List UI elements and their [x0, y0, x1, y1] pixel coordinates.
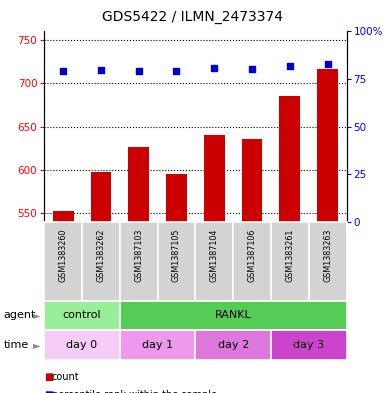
Bar	[44, 222, 82, 301]
Bar	[309, 222, 346, 301]
Bar	[204, 136, 225, 222]
Bar	[166, 174, 187, 222]
Point	[249, 66, 255, 72]
Text: GSM1383260: GSM1383260	[59, 228, 68, 282]
Bar	[128, 147, 149, 222]
Text: GSM1387103: GSM1387103	[134, 228, 143, 282]
Bar	[120, 330, 196, 360]
Text: ■: ■	[44, 372, 54, 382]
Point	[98, 66, 104, 73]
Bar	[242, 139, 263, 222]
Text: ■: ■	[44, 390, 54, 393]
Text: GSM1383261: GSM1383261	[285, 228, 295, 282]
Text: day 0: day 0	[67, 340, 98, 350]
Bar	[271, 222, 309, 301]
Text: day 2: day 2	[218, 340, 249, 350]
Text: GSM1387104: GSM1387104	[210, 228, 219, 282]
Text: GDS5422 / ILMN_2473374: GDS5422 / ILMN_2473374	[102, 10, 283, 24]
Text: RANKL: RANKL	[215, 310, 251, 320]
Text: ►: ►	[33, 310, 40, 320]
Text: agent: agent	[4, 310, 36, 320]
Bar	[233, 222, 271, 301]
Point	[60, 68, 66, 75]
Bar	[271, 330, 346, 360]
Bar	[157, 222, 195, 301]
Text: percentile rank within the sample: percentile rank within the sample	[52, 390, 217, 393]
Point	[136, 67, 142, 73]
Text: control: control	[63, 310, 101, 320]
Text: GSM1383263: GSM1383263	[323, 228, 332, 282]
Bar	[90, 172, 111, 222]
Text: GSM1387105: GSM1387105	[172, 228, 181, 282]
Bar	[53, 211, 74, 222]
Bar	[196, 222, 233, 301]
Bar	[280, 95, 300, 222]
Text: day 3: day 3	[293, 340, 324, 350]
Bar	[196, 330, 271, 360]
Point	[287, 62, 293, 69]
Text: GSM1387106: GSM1387106	[248, 228, 256, 282]
Bar	[317, 69, 338, 222]
Text: day 1: day 1	[142, 340, 173, 350]
Bar	[120, 301, 346, 330]
Point	[173, 67, 179, 73]
Text: time: time	[4, 340, 29, 350]
Text: count: count	[52, 372, 80, 382]
Point	[211, 64, 218, 71]
Text: ►: ►	[33, 340, 40, 350]
Bar	[120, 222, 157, 301]
Bar	[82, 222, 120, 301]
Point	[325, 61, 331, 67]
Text: GSM1383262: GSM1383262	[96, 228, 105, 282]
Bar	[44, 301, 120, 330]
Bar	[44, 330, 120, 360]
